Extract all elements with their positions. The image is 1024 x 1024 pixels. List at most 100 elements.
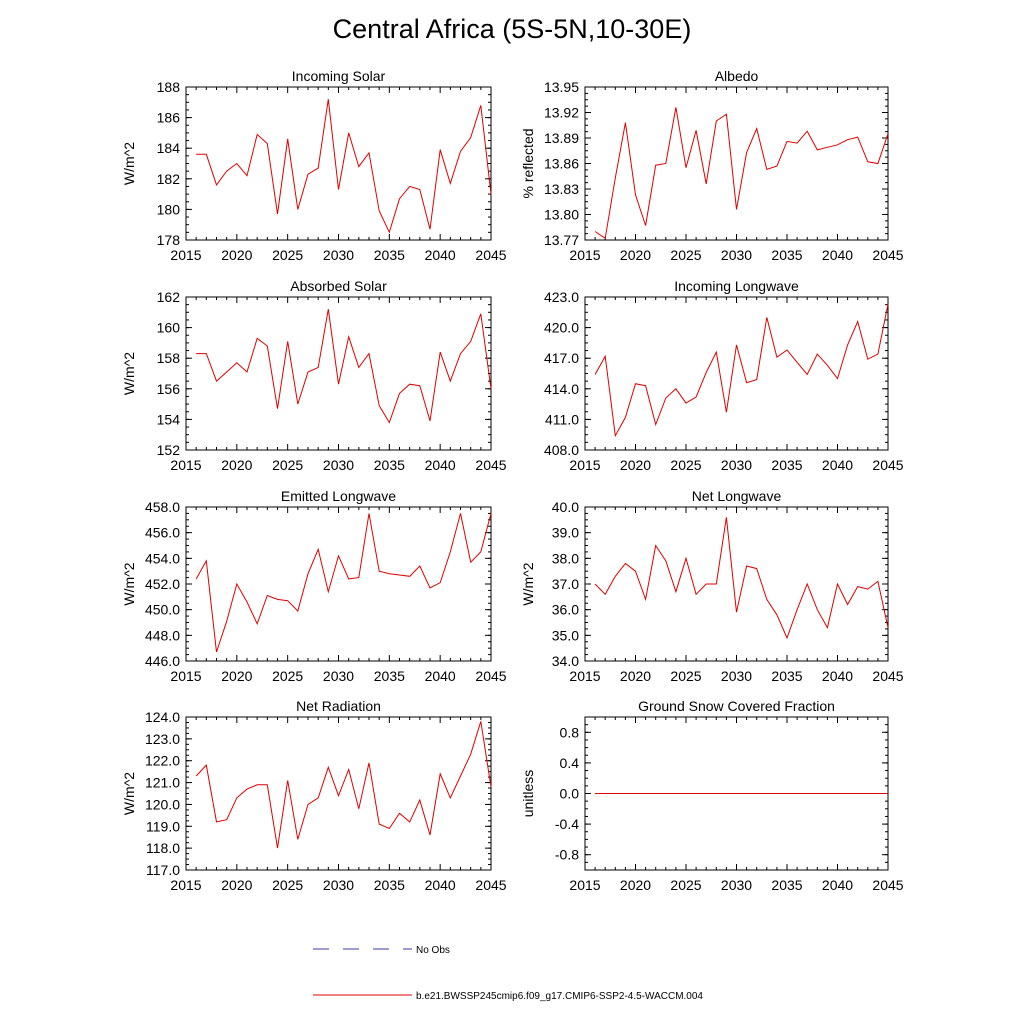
- y-tick-label: 123.0: [145, 731, 180, 747]
- plot-frame: [584, 86, 889, 241]
- series-line: [594, 517, 889, 640]
- x-tick-label: 2015: [170, 877, 201, 893]
- x-tick-label: 2040: [822, 668, 853, 684]
- y-tick-label: 120.0: [145, 796, 180, 812]
- legend-obs-label: No Obs: [416, 945, 450, 956]
- y-tick-label: 423.0: [544, 289, 579, 305]
- y-tick-label: 118.0: [146, 840, 180, 856]
- plot-frame: [584, 296, 889, 451]
- series-line: [196, 309, 492, 424]
- figure-title: Central Africa (5S-5N,10-30E): [332, 14, 692, 44]
- plot-frame: [185, 296, 492, 451]
- plot-frame: [185, 506, 492, 662]
- x-tick-label: 2035: [771, 668, 802, 684]
- y-tick-label: 13.95: [544, 79, 579, 95]
- legend: No Obs b.e21.BWSSP245cmip6.f09_g17.CMIP6-…: [313, 945, 703, 1002]
- x-tick-label: 2040: [425, 668, 456, 684]
- panel-title: Incoming Solar: [292, 68, 386, 84]
- y-tick-label: 158: [157, 350, 181, 366]
- y-tick-label: 122.0: [145, 753, 180, 769]
- x-tick-label: 2045: [872, 668, 903, 684]
- x-tick-label: 2030: [323, 668, 354, 684]
- x-tick-label: 2025: [670, 457, 701, 473]
- y-tick-label: 0.8: [560, 724, 580, 740]
- chart-panel-3: Absorbed Solar W/m^2 2015 2020 2025 2030 2035 2…: [121, 278, 507, 473]
- y-tick-label: 152: [157, 442, 181, 458]
- y-tick-label: 156: [157, 381, 181, 397]
- y-tick-label: 452.0: [145, 576, 180, 592]
- y-tick-label: 121.0: [145, 775, 180, 791]
- x-tick-label: 2040: [822, 247, 853, 263]
- x-tick-label: 2035: [374, 877, 405, 893]
- x-tick-label: 2025: [670, 247, 701, 263]
- y-tick-label: 160: [157, 320, 181, 336]
- x-tick-label: 2045: [475, 668, 506, 684]
- panel-title: Incoming Longwave: [674, 278, 799, 294]
- y-tick-label: -0.4: [555, 816, 579, 832]
- y-tick-label: -0.8: [555, 847, 579, 863]
- x-tick-label: 2045: [872, 457, 903, 473]
- x-tick-label: 2045: [475, 247, 506, 263]
- x-tick-label: 2015: [569, 668, 600, 684]
- x-tick-label: 2020: [620, 247, 651, 263]
- y-tick-label: 408.0: [544, 442, 579, 458]
- chart-panel-8: Ground Snow Covered Fraction unitless 2015…: [520, 698, 904, 893]
- x-tick-label: 2020: [221, 668, 252, 684]
- x-tick-label: 2045: [872, 877, 903, 893]
- panel-title: Ground Snow Covered Fraction: [638, 698, 835, 714]
- series-line: [594, 304, 889, 438]
- x-tick-label: 2045: [872, 247, 903, 263]
- x-tick-label: 2015: [170, 457, 201, 473]
- y-axis-label: W/m^2: [121, 352, 137, 395]
- y-tick-label: 188: [157, 79, 181, 95]
- y-tick-label: 417.0: [544, 350, 579, 366]
- y-tick-label: 13.92: [544, 105, 579, 121]
- plot-frame: [584, 506, 889, 662]
- panel-title: Emitted Longwave: [281, 488, 396, 504]
- x-tick-label: 2020: [620, 877, 651, 893]
- x-tick-label: 2045: [475, 457, 506, 473]
- panel-title: Net Radiation: [296, 698, 381, 714]
- x-tick-label: 2035: [374, 668, 405, 684]
- y-tick-label: 34.0: [552, 653, 579, 669]
- x-tick-label: 2030: [721, 877, 752, 893]
- x-tick-label: 2040: [425, 457, 456, 473]
- x-tick-label: 2025: [272, 668, 303, 684]
- y-tick-label: 162: [157, 289, 181, 305]
- x-tick-label: 2030: [721, 668, 752, 684]
- x-tick-label: 2040: [822, 877, 853, 893]
- x-tick-label: 2040: [425, 247, 456, 263]
- x-tick-label: 2020: [620, 457, 651, 473]
- chart-panel-1: Incoming Solar W/m^2 2015 2020 2025 2030 2035 2…: [121, 68, 507, 263]
- x-tick-label: 2015: [569, 457, 600, 473]
- series-line: [195, 721, 492, 849]
- y-tick-label: 448.0: [145, 627, 180, 643]
- chart-panel-7: Net Radiation W/m^2 2015 2020 2025 2030 2035 20…: [121, 698, 507, 893]
- y-tick-label: 411.0: [545, 411, 579, 427]
- x-tick-label: 2020: [221, 247, 252, 263]
- y-tick-label: 36.0: [552, 602, 579, 618]
- y-tick-label: 119.0: [146, 818, 180, 834]
- y-tick-label: 178: [157, 232, 181, 248]
- x-tick-label: 2020: [221, 877, 252, 893]
- x-tick-label: 2035: [771, 247, 802, 263]
- y-tick-label: 40.0: [552, 499, 579, 515]
- y-tick-label: 124.0: [145, 709, 180, 725]
- y-tick-label: 13.86: [544, 156, 579, 172]
- x-tick-label: 2015: [569, 877, 600, 893]
- y-axis-label: W/m^2: [121, 772, 137, 815]
- x-tick-label: 2020: [221, 457, 252, 473]
- y-tick-label: 414.0: [544, 381, 579, 397]
- x-tick-label: 2025: [670, 877, 701, 893]
- y-tick-label: 154: [157, 411, 181, 427]
- y-tick-label: 186: [157, 110, 181, 126]
- plot-frame: [185, 86, 492, 241]
- y-tick-label: 0.0: [560, 786, 580, 802]
- y-tick-label: 38.0: [552, 550, 579, 566]
- x-tick-label: 2035: [374, 457, 405, 473]
- y-tick-label: 117.0: [146, 862, 180, 878]
- y-tick-label: 180: [157, 201, 181, 217]
- x-tick-label: 2030: [721, 457, 752, 473]
- y-tick-label: 39.0: [552, 525, 579, 541]
